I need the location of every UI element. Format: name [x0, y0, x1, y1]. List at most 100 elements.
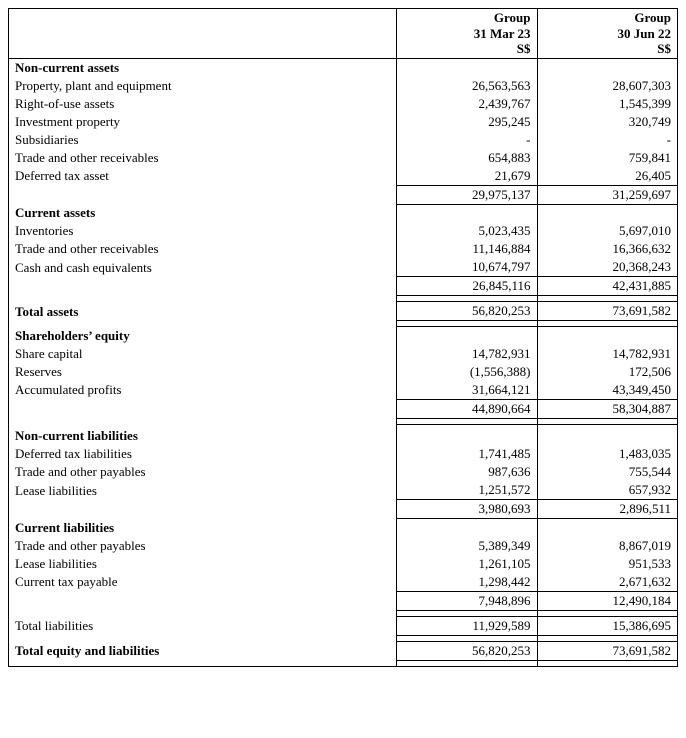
total-liab-c1: 11,929,589	[397, 616, 537, 635]
row-c2: 14,782,931	[537, 345, 678, 363]
total-assets-c1: 56,820,253	[397, 302, 537, 321]
row-label: Deferred tax liabilities	[9, 445, 397, 463]
row-label: Trade and other payables	[9, 463, 397, 481]
nca-sub-c1: 29,975,137	[397, 185, 537, 204]
total-eq-liab-row: Total equity and liabilities 56,820,253 …	[9, 641, 678, 660]
row-c1: 2,439,767	[397, 95, 537, 113]
total-eq-liab-c2: 73,691,582	[537, 641, 678, 660]
row-label: Cash and cash equivalents	[9, 258, 397, 277]
row-c2: 20,368,243	[537, 258, 678, 277]
header-col2-line3: S$	[657, 41, 671, 56]
row-c1: 295,245	[397, 113, 537, 131]
row-c2: 755,544	[537, 463, 678, 481]
row-label: Property, plant and equipment	[9, 77, 397, 95]
total-liab-label: Total liabilities	[9, 616, 397, 635]
spacer	[9, 660, 678, 666]
row-c1: (1,556,388)	[397, 363, 537, 381]
cl-sub-c1: 7,948,896	[397, 591, 537, 610]
table-row: Property, plant and equipment26,563,5632…	[9, 77, 678, 95]
row-label: Current tax payable	[9, 573, 397, 592]
header-row: Group 31 Mar 23 S$ Group 30 Jun 22 S$	[9, 9, 678, 59]
row-c1: 987,636	[397, 463, 537, 481]
row-c2: 657,932	[537, 481, 678, 500]
table-row: Trade and other payables5,389,3498,867,0…	[9, 537, 678, 555]
equity-title: Shareholders’ equity	[9, 327, 397, 345]
cl-subtotal-row: 7,948,89612,490,184	[9, 591, 678, 610]
table-row: Deferred tax liabilities1,741,4851,483,0…	[9, 445, 678, 463]
cl-sub-c2: 12,490,184	[537, 591, 678, 610]
row-c2: 1,545,399	[537, 95, 678, 113]
row-c1: 654,883	[397, 149, 537, 167]
header-col2-line1: Group	[634, 10, 671, 25]
header-blank	[9, 9, 397, 59]
row-c1: -	[397, 131, 537, 149]
balance-sheet-table: Group 31 Mar 23 S$ Group 30 Jun 22 S$ No…	[8, 8, 678, 667]
row-c2: 28,607,303	[537, 77, 678, 95]
row-c2: 759,841	[537, 149, 678, 167]
total-liab-row: Total liabilities 11,929,589 15,386,695	[9, 616, 678, 635]
table-row: Right-of-use assets2,439,7671,545,399	[9, 95, 678, 113]
total-assets-c2: 73,691,582	[537, 302, 678, 321]
ncl-subtotal-row: 3,980,6932,896,511	[9, 500, 678, 519]
total-assets-label: Total assets	[9, 302, 397, 321]
row-c1: 14,782,931	[397, 345, 537, 363]
table-row: Lease liabilities1,261,105951,533	[9, 555, 678, 573]
row-label: Trade and other receivables	[9, 149, 397, 167]
table-row: Investment property295,245320,749	[9, 113, 678, 131]
total-assets-row: Total assets 56,820,253 73,691,582	[9, 302, 678, 321]
row-c2: -	[537, 131, 678, 149]
row-c2: 172,506	[537, 363, 678, 381]
equity-subtotal-row: 44,890,66458,304,887	[9, 399, 678, 418]
ca-title-row: Current assets	[9, 204, 678, 222]
row-c1: 1,741,485	[397, 445, 537, 463]
header-col1-line3: S$	[517, 41, 531, 56]
total-eq-liab-c1: 56,820,253	[397, 641, 537, 660]
row-label: Lease liabilities	[9, 481, 397, 500]
row-label: Lease liabilities	[9, 555, 397, 573]
row-c1: 10,674,797	[397, 258, 537, 277]
row-label: Investment property	[9, 113, 397, 131]
row-label: Reserves	[9, 363, 397, 381]
table-row: Accumulated profits31,664,12143,349,450	[9, 381, 678, 400]
row-c2: 1,483,035	[537, 445, 678, 463]
row-label: Subsidiaries	[9, 131, 397, 149]
total-eq-liab-label: Total equity and liabilities	[9, 641, 397, 660]
table-row: Subsidiaries--	[9, 131, 678, 149]
row-c2: 320,749	[537, 113, 678, 131]
row-c2: 43,349,450	[537, 381, 678, 400]
row-label: Trade and other receivables	[9, 240, 397, 258]
row-c1: 5,389,349	[397, 537, 537, 555]
table-row: Share capital14,782,93114,782,931	[9, 345, 678, 363]
header-col1-line2: 31 Mar 23	[474, 26, 531, 41]
row-c2: 5,697,010	[537, 222, 678, 240]
table-row: Deferred tax asset21,67926,405	[9, 167, 678, 186]
table-row: Reserves(1,556,388)172,506	[9, 363, 678, 381]
header-col1-line1: Group	[494, 10, 531, 25]
row-c2: 26,405	[537, 167, 678, 186]
row-label: Share capital	[9, 345, 397, 363]
header-col2-line2: 30 Jun 22	[618, 26, 671, 41]
ncl-sub-c2: 2,896,511	[537, 500, 678, 519]
ncl-title-row: Non-current liabilities	[9, 427, 678, 445]
header-col1: Group 31 Mar 23 S$	[397, 9, 537, 59]
table-row: Trade and other receivables11,146,88416,…	[9, 240, 678, 258]
table-row: Trade and other payables987,636755,544	[9, 463, 678, 481]
equity-title-row: Shareholders’ equity	[9, 327, 678, 345]
row-label: Right-of-use assets	[9, 95, 397, 113]
ca-sub-c1: 26,845,116	[397, 277, 537, 296]
row-c1: 1,251,572	[397, 481, 537, 500]
nca-sub-c2: 31,259,697	[537, 185, 678, 204]
row-c2: 8,867,019	[537, 537, 678, 555]
ncl-title: Non-current liabilities	[9, 427, 397, 445]
ca-title: Current assets	[9, 204, 397, 222]
nca-subtotal-row: 29,975,13731,259,697	[9, 185, 678, 204]
cl-title: Current liabilities	[9, 519, 397, 537]
header-col2: Group 30 Jun 22 S$	[537, 9, 678, 59]
table-row: Current tax payable1,298,4422,671,632	[9, 573, 678, 592]
table-row: Trade and other receivables654,883759,84…	[9, 149, 678, 167]
nca-title: Non-current assets	[9, 58, 397, 77]
nca-title-row: Non-current assets	[9, 58, 678, 77]
row-c1: 1,298,442	[397, 573, 537, 592]
table-row: Lease liabilities1,251,572657,932	[9, 481, 678, 500]
row-c1: 11,146,884	[397, 240, 537, 258]
